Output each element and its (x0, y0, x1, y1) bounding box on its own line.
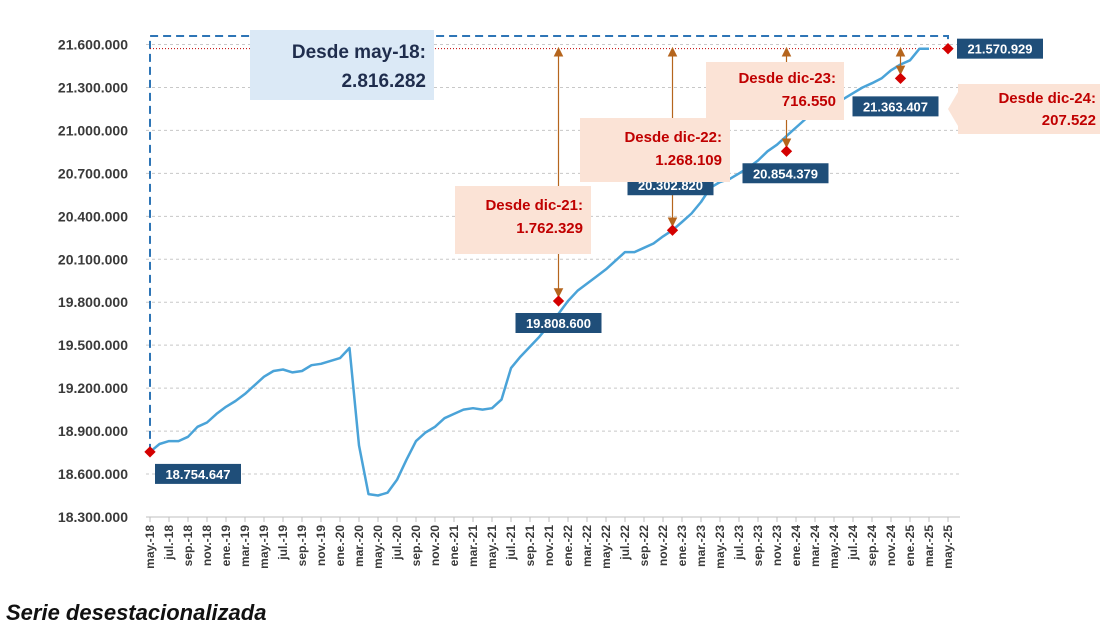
x-tick-label: mar.-19 (238, 525, 252, 567)
x-tick-label: sep.-18 (181, 525, 195, 567)
value-label: 21.570.929 (967, 42, 1032, 57)
x-tick-label: sep.-24 (865, 525, 879, 567)
y-tick-label: 20.700.000 (58, 165, 128, 181)
annotation-may18-title: Desde may-18: (292, 42, 426, 63)
x-tick-label: mar.-23 (694, 525, 708, 567)
x-tick-label: ene.-25 (903, 525, 917, 567)
x-tick-label: ene.-22 (561, 525, 575, 567)
x-tick-label: nov.-24 (884, 525, 898, 566)
value-label: 18.754.647 (165, 467, 230, 482)
annotation-dic22-title: Desde dic-22: (624, 129, 722, 146)
series-line (149, 47, 929, 497)
x-tick-label: ene.-23 (675, 525, 689, 567)
chart-caption: Serie desestacionalizada (6, 600, 267, 625)
value-label-box (515, 312, 602, 333)
x-tick-label: ene.-21 (447, 525, 461, 567)
x-tick-label: may.-25 (941, 525, 955, 569)
x-tick-label: may.-22 (599, 525, 613, 569)
annotation-dic22-value: 1.268.109 (655, 152, 722, 169)
x-tick-label: ene.-24 (789, 525, 803, 567)
y-tick-label: 18.600.000 (58, 466, 128, 482)
annotation-may18-value: 2.816.282 (341, 71, 426, 92)
value-label-box (957, 38, 1043, 59)
annotation-dic24-title: Desde dic-24: (998, 90, 1096, 107)
y-tick-label: 19.500.000 (58, 337, 128, 353)
x-tick-label: nov.-23 (770, 525, 784, 566)
y-tick-label: 19.200.000 (58, 380, 128, 396)
x-tick-label: jul.-23 (732, 525, 746, 561)
y-tick-label: 18.900.000 (58, 423, 128, 439)
x-tick-label: may.-18 (143, 525, 157, 569)
annotation-dic24-box (948, 84, 1100, 134)
y-tick-label: 21.300.000 (58, 79, 128, 95)
x-tick-label: mar.-21 (466, 525, 480, 567)
annotation-dic21-value: 1.762.329 (516, 220, 583, 237)
value-label: 19.808.600 (526, 316, 591, 331)
x-tick-label: mar.-24 (808, 525, 822, 567)
annotation-may18-box (250, 30, 434, 100)
annotation-dic21-title: Desde dic-21: (485, 197, 583, 214)
x-tick-label: nov.-18 (200, 525, 214, 566)
x-tick-label: mar.-25 (922, 525, 936, 567)
x-tick-label: may.-24 (827, 525, 841, 569)
y-tick-label: 21.000.000 (58, 122, 128, 138)
data-point-marker (942, 43, 954, 55)
x-tick-label: nov.-19 (314, 525, 328, 566)
x-tick-label: ene.-20 (333, 525, 347, 567)
value-label-box (852, 96, 939, 117)
x-tick-label: jul.-20 (390, 525, 404, 561)
x-tick-label: may.-23 (713, 525, 727, 569)
annotation-dic23-value: 716.550 (782, 93, 836, 110)
data-point-marker (894, 72, 907, 85)
data-point-marker (552, 295, 565, 307)
annotation-dic23-title: Desde dic-23: (738, 70, 836, 87)
x-tick-label: mar.-20 (352, 525, 366, 567)
x-tick-label: may.-21 (485, 525, 499, 569)
value-label: 21.363.407 (863, 99, 928, 114)
x-tick-label: sep.-21 (523, 525, 537, 567)
annotation-dic24-value: 207.522 (1042, 112, 1096, 129)
annotations: Desde may-18: 2.816.282 Desde dic-21: 1.762… (250, 30, 1100, 254)
x-tick-label: jul.-18 (162, 525, 176, 561)
series-path (149, 47, 929, 497)
data-point-marker (144, 446, 156, 458)
data-labels: 18.754.64719.808.60020.302.82020.854.379… (155, 38, 1043, 484)
x-tick-label: nov.-21 (542, 525, 556, 566)
x-tick-label: jul.-19 (276, 525, 290, 561)
y-tick-label: 20.400.000 (58, 208, 128, 224)
x-tick-label: jul.-22 (618, 525, 632, 561)
x-tick-label: mar.-22 (580, 525, 594, 567)
annotation-dic21-box (455, 186, 591, 254)
x-tick-label: ene.-19 (219, 525, 233, 567)
x-tick-label: may.-19 (257, 525, 271, 569)
data-point-marker (780, 145, 793, 157)
y-axis-ticks: 18.300.000 18.600.000 18.900.000 19.200.000… (58, 37, 128, 526)
value-label: 20.854.379 (753, 166, 818, 181)
annotation-dic22-box (580, 118, 730, 182)
x-tick-label: sep.-22 (637, 525, 651, 567)
data-point-marker (666, 224, 679, 236)
y-tick-label: 21.600.000 (58, 37, 128, 53)
y-tick-label: 19.800.000 (58, 294, 128, 310)
x-tick-label: sep.-20 (409, 525, 423, 567)
value-label-box (742, 163, 829, 184)
value-label-box (155, 463, 241, 484)
employment-line-chart: 18.300.000 18.600.000 18.900.000 19.200.000… (58, 30, 1100, 569)
y-tick-label: 18.300.000 (58, 509, 128, 525)
x-tick-label: may.-20 (371, 525, 385, 569)
x-tick-label: nov.-20 (428, 525, 442, 566)
x-tick-label: jul.-24 (846, 525, 860, 561)
x-tick-label: nov.-22 (656, 525, 670, 566)
y-tick-label: 20.100.000 (58, 251, 128, 267)
x-tick-label: sep.-19 (295, 525, 309, 567)
annotation-dic23-box (706, 62, 844, 120)
x-tick-label: sep.-23 (751, 525, 765, 567)
x-tick-label: jul.-21 (504, 525, 518, 561)
x-axis-ticks: may.-18 jul.-18 sep.-18 nov.-18 ene.-19 mar.-… (143, 525, 955, 569)
